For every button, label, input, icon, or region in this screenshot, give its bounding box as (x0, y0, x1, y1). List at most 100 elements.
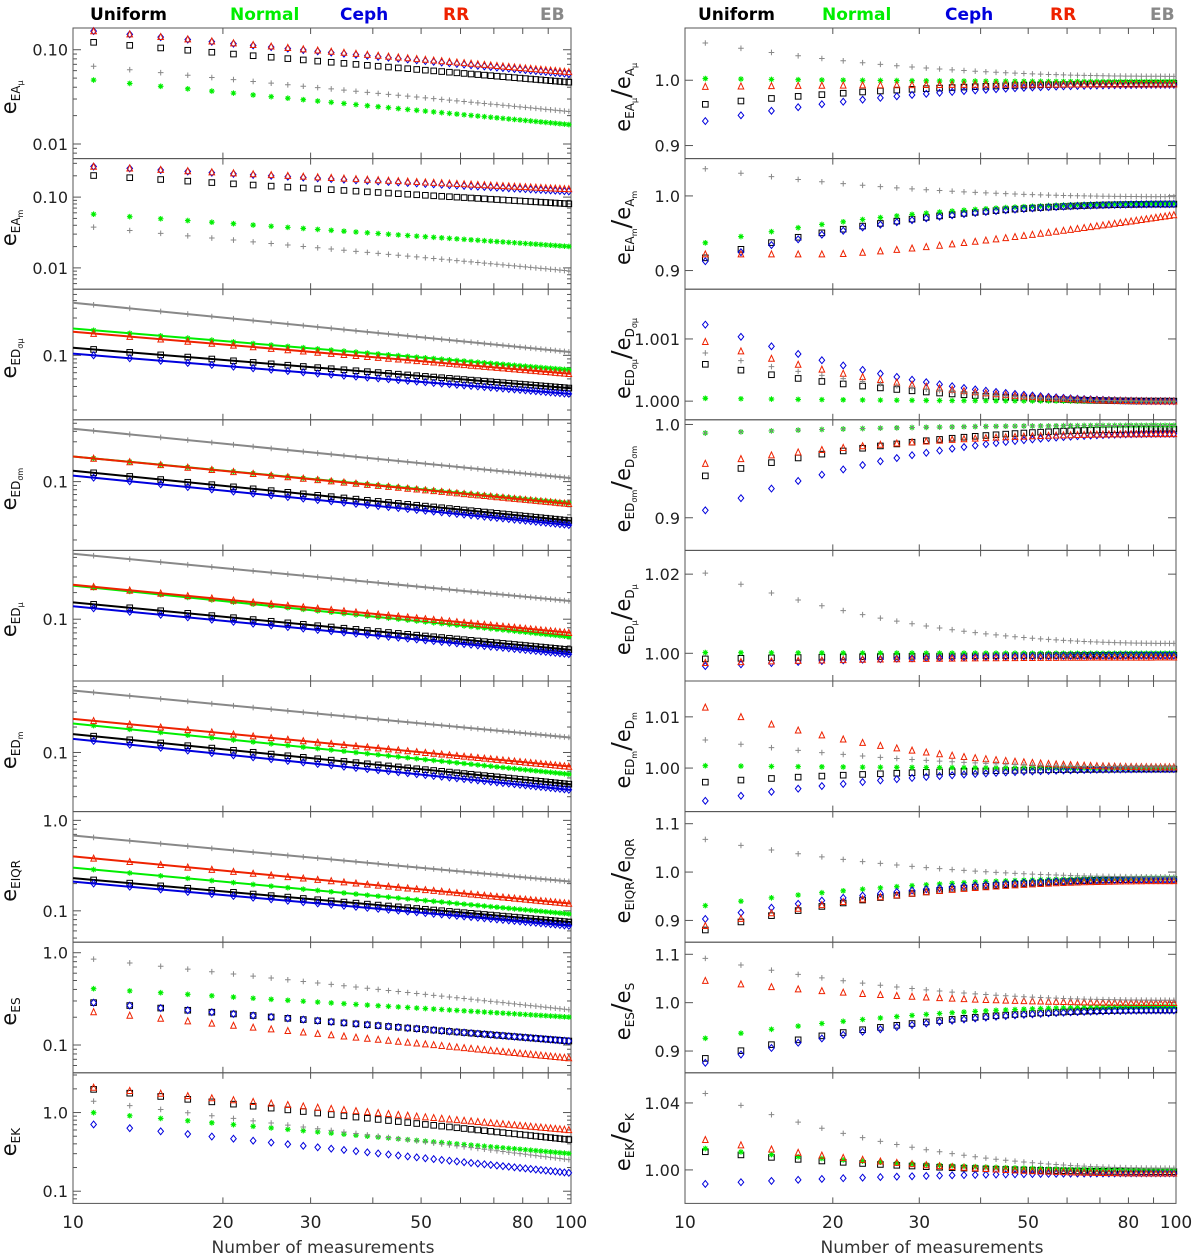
data-point (560, 921, 568, 930)
data-point (422, 95, 429, 101)
data-point (1002, 995, 1010, 1004)
data-point (521, 1121, 530, 1130)
data-point (547, 266, 554, 273)
data-point (314, 574, 321, 580)
data-point (1137, 875, 1145, 884)
data-point (893, 453, 901, 463)
data-point (422, 756, 429, 763)
data-point (795, 176, 801, 183)
data-point (394, 745, 402, 754)
data-point (1132, 875, 1140, 884)
data-point (285, 708, 291, 714)
data-point (487, 871, 494, 878)
data-point (537, 1034, 545, 1043)
data-point (1045, 71, 1052, 78)
data-point (413, 583, 420, 590)
data-point (1094, 422, 1100, 429)
data-point (1157, 1006, 1164, 1015)
fit-line (72, 855, 572, 905)
data-point (859, 460, 867, 470)
data-point (385, 1023, 392, 1030)
data-point (340, 1019, 348, 1027)
data-point (547, 760, 555, 768)
y-tick-label: 1.0 (43, 811, 68, 830)
data-point (1128, 640, 1134, 646)
data-point (422, 721, 429, 727)
data-point (1137, 200, 1145, 209)
data-point (208, 615, 216, 624)
data-point (481, 590, 488, 596)
data-point (948, 771, 956, 780)
data-point (284, 756, 292, 766)
data-point (474, 382, 482, 391)
data-point (936, 84, 943, 92)
data-point (992, 432, 1000, 441)
data-point (527, 918, 535, 927)
data-point (461, 724, 467, 731)
data-point (859, 894, 867, 903)
data-point (560, 1125, 568, 1133)
data-point (454, 900, 460, 907)
data-point (1111, 200, 1119, 209)
data-point (794, 1175, 802, 1185)
data-point (532, 64, 540, 73)
data-point (1037, 766, 1045, 776)
panel-frame (684, 549, 1177, 682)
data-point (157, 83, 164, 90)
series-eb (702, 422, 1177, 436)
data-point (299, 1015, 307, 1024)
data-point (795, 368, 801, 375)
data-point (948, 751, 956, 759)
data-point (1080, 876, 1088, 885)
data-point (819, 77, 825, 83)
data-point (527, 1122, 535, 1130)
data-point (983, 68, 989, 75)
data-point (438, 1027, 446, 1035)
data-point (701, 82, 709, 90)
data-point (702, 75, 709, 82)
data-point (1011, 205, 1019, 214)
data-point (527, 241, 534, 247)
data-point (404, 1137, 411, 1143)
data-point (909, 882, 915, 889)
data-point (1045, 877, 1052, 886)
data-point (1165, 652, 1174, 661)
data-point (542, 472, 549, 479)
data-point (157, 743, 165, 753)
data-point (738, 170, 744, 177)
data-point (511, 74, 518, 81)
data-point (438, 358, 446, 367)
data-point (859, 896, 866, 904)
data-point (795, 747, 801, 754)
data-point (284, 622, 292, 632)
data-point (794, 904, 802, 912)
data-point (475, 870, 481, 876)
data-point (500, 904, 506, 911)
data-point (385, 1134, 392, 1141)
data-point (404, 333, 411, 339)
data-point (1170, 1168, 1178, 1177)
y-axis-label: eEDσμ (0, 339, 25, 379)
data-point (184, 1006, 192, 1015)
data-point (1106, 996, 1112, 1003)
data-point (948, 87, 956, 97)
data-point (184, 463, 192, 471)
data-point (1093, 79, 1101, 88)
data-point (877, 1138, 884, 1145)
data-point (1142, 1006, 1150, 1015)
data-point (90, 582, 98, 591)
data-point (527, 594, 534, 601)
data-point (840, 57, 847, 64)
data-point (1152, 652, 1160, 661)
data-point (229, 867, 238, 875)
data-point (795, 1023, 801, 1029)
data-point (839, 988, 847, 996)
data-point (1147, 429, 1155, 439)
data-point (500, 872, 506, 879)
data-point (1122, 397, 1129, 404)
data-point (460, 510, 468, 519)
data-point (480, 362, 488, 370)
data-point (126, 960, 133, 966)
data-point (126, 719, 134, 728)
data-point (454, 464, 460, 470)
